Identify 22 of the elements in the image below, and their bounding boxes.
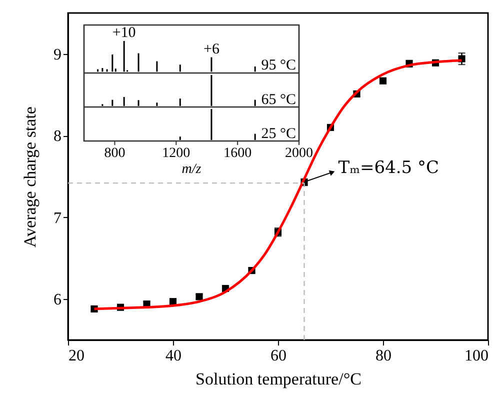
- x-tick-label: 2000: [285, 146, 313, 161]
- x-axis-title: m/z: [182, 162, 202, 177]
- series-label: 65 °C: [261, 92, 296, 108]
- y-tick-label: 6: [54, 292, 62, 309]
- x-tick-label: 800: [104, 146, 126, 161]
- x-tick-label: 80: [376, 348, 392, 364]
- x-axis-title: Solution temperature/°C: [196, 370, 362, 388]
- y-tick-label: 8: [54, 128, 62, 146]
- x-tick-label: 20: [68, 348, 84, 364]
- y-tick-label: 9: [54, 46, 62, 64]
- series-label: 25 °C: [261, 126, 296, 142]
- x-tick-label: 1600: [224, 146, 252, 161]
- annotation: Tₘ=64.5 °C: [338, 158, 440, 178]
- annotation: +6: [203, 41, 220, 58]
- series-label: 95 °C: [261, 58, 296, 74]
- annotation: +10: [112, 25, 136, 41]
- y-tick-label: 7: [54, 210, 62, 227]
- x-tick-label: 1200: [162, 146, 190, 161]
- x-tick-label: 100: [464, 348, 488, 364]
- x-tick-label: 40: [166, 348, 182, 364]
- y-axis-title: Average charge state: [20, 106, 40, 248]
- x-tick-label: 60: [270, 348, 286, 364]
